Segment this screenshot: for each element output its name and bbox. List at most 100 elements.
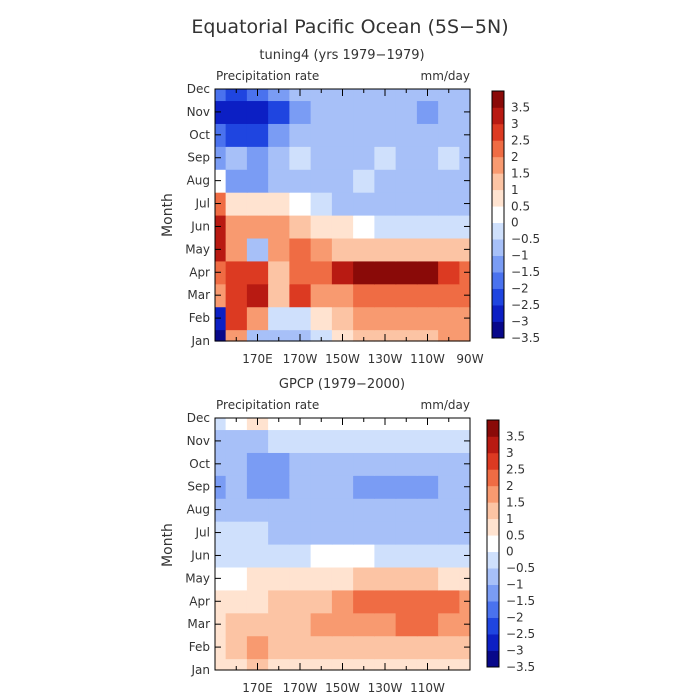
heatmap-cell — [268, 146, 290, 170]
heatmap-cell — [225, 612, 248, 637]
colorbar-swatch — [492, 272, 504, 289]
heatmap-cell — [225, 452, 248, 476]
heatmap-cell — [438, 146, 460, 170]
heatmap-cell — [310, 418, 333, 431]
heatmap-cell — [374, 566, 397, 591]
heatmap-cell — [416, 192, 439, 216]
heatmap-cell — [268, 100, 290, 124]
heatmap-cells — [215, 418, 471, 671]
y-tick-label: Feb — [189, 640, 210, 654]
panel-units: mm/day — [421, 69, 471, 83]
heatmap-cell — [310, 215, 333, 239]
heatmap-cell — [225, 658, 248, 671]
heatmap-cell — [268, 498, 290, 522]
heatmap-cell — [374, 237, 397, 262]
heatmap-cell — [353, 589, 375, 614]
colorbar-label: 1 — [511, 183, 519, 197]
heatmap-cell — [246, 215, 269, 239]
colorbar-swatch — [492, 91, 504, 108]
x-ticks: 170E 170W 150W 130W 110W — [235, 418, 450, 695]
heatmap-cell — [310, 566, 333, 591]
heatmap-cell — [438, 566, 460, 591]
heatmap-cell — [310, 169, 333, 193]
heatmap-cell — [416, 169, 439, 193]
x-tick-label: 130W — [368, 681, 403, 695]
heatmap-cell — [289, 521, 312, 545]
colorbar-swatch — [487, 535, 499, 553]
heatmap-cells — [215, 89, 471, 342]
colorbar-label: −2 — [506, 611, 524, 625]
colorbar-swatch — [487, 617, 499, 635]
heatmap-cell — [331, 452, 354, 476]
heatmap-cell — [353, 146, 375, 170]
heatmap-cell — [246, 169, 269, 193]
heatmap-cell — [215, 658, 227, 671]
heatmap-cell — [268, 658, 290, 671]
y-tick-label: Dec — [187, 411, 210, 425]
heatmap-cell — [353, 169, 375, 193]
heatmap-cell — [310, 521, 333, 545]
colorbar-label: 1 — [506, 512, 514, 526]
y-tick-label: Jan — [191, 663, 211, 677]
colorbar-swatch — [492, 189, 504, 207]
heatmap-cell — [331, 475, 354, 499]
heatmap-cell — [374, 452, 397, 476]
heatmap-cell — [268, 429, 290, 453]
heatmap-cell — [268, 89, 290, 102]
colorbar-label: −2.5 — [506, 627, 535, 641]
heatmap-cell — [225, 635, 248, 660]
heatmap-cell — [416, 498, 439, 522]
heatmap-cell — [289, 498, 312, 522]
heatmap-cell — [225, 429, 248, 453]
x-tick-label: 110W — [410, 681, 445, 695]
heatmap-cell — [353, 123, 375, 147]
heatmap-cell — [331, 123, 354, 147]
heatmap-cell — [395, 123, 418, 147]
y-tick-label: Apr — [189, 265, 210, 279]
heatmap-cell — [395, 215, 418, 239]
heatmap-cell — [215, 418, 227, 431]
heatmap-cell — [331, 146, 354, 170]
y-tick-label: May — [185, 242, 210, 256]
heatmap-cell — [310, 635, 333, 660]
y-tick-label: Dec — [187, 82, 210, 96]
y-tick-label: Nov — [187, 434, 210, 448]
colorbar-swatch — [487, 502, 499, 520]
colorbar-swatch — [487, 601, 499, 618]
heatmap-cell — [310, 89, 333, 102]
heatmap-cell — [268, 215, 290, 239]
heatmap-cell — [268, 237, 290, 262]
heatmap-cell — [289, 635, 312, 660]
heatmap-cell — [438, 283, 460, 308]
heatmap-cell — [246, 635, 269, 660]
heatmap-cell — [374, 521, 397, 545]
colorbar-swatch — [487, 452, 499, 470]
heatmap-cell — [246, 612, 269, 637]
heatmap-cell — [310, 146, 333, 170]
heatmap-cell — [225, 123, 248, 147]
heatmap-cell — [416, 452, 439, 476]
heatmap-cell — [374, 429, 397, 453]
heatmap-cell — [438, 192, 460, 216]
heatmap-cell — [416, 146, 439, 170]
heatmap-cell — [331, 260, 354, 285]
heatmap-cell — [353, 429, 375, 453]
heatmap-cell — [353, 635, 375, 660]
x-tick-label: 170W — [283, 681, 318, 695]
y-axis-label: Month — [160, 193, 176, 237]
heatmap-cell — [438, 589, 460, 614]
heatmap-cell — [438, 475, 460, 499]
heatmap-cell — [246, 498, 269, 522]
colorbar-label: −3.5 — [511, 331, 540, 345]
heatmap-cell — [225, 329, 248, 342]
heatmap-cell — [416, 635, 439, 660]
heatmap-cell — [289, 306, 312, 331]
heatmap-cell — [395, 589, 418, 614]
colorbar-label: 1.5 — [506, 495, 525, 509]
colorbar-swatch — [487, 485, 499, 503]
panel-units: mm/day — [421, 398, 471, 412]
heatmap-cell — [268, 566, 290, 591]
heatmap-cell — [268, 452, 290, 476]
heatmap-cell — [268, 283, 290, 308]
colorbar-swatch — [492, 107, 504, 125]
